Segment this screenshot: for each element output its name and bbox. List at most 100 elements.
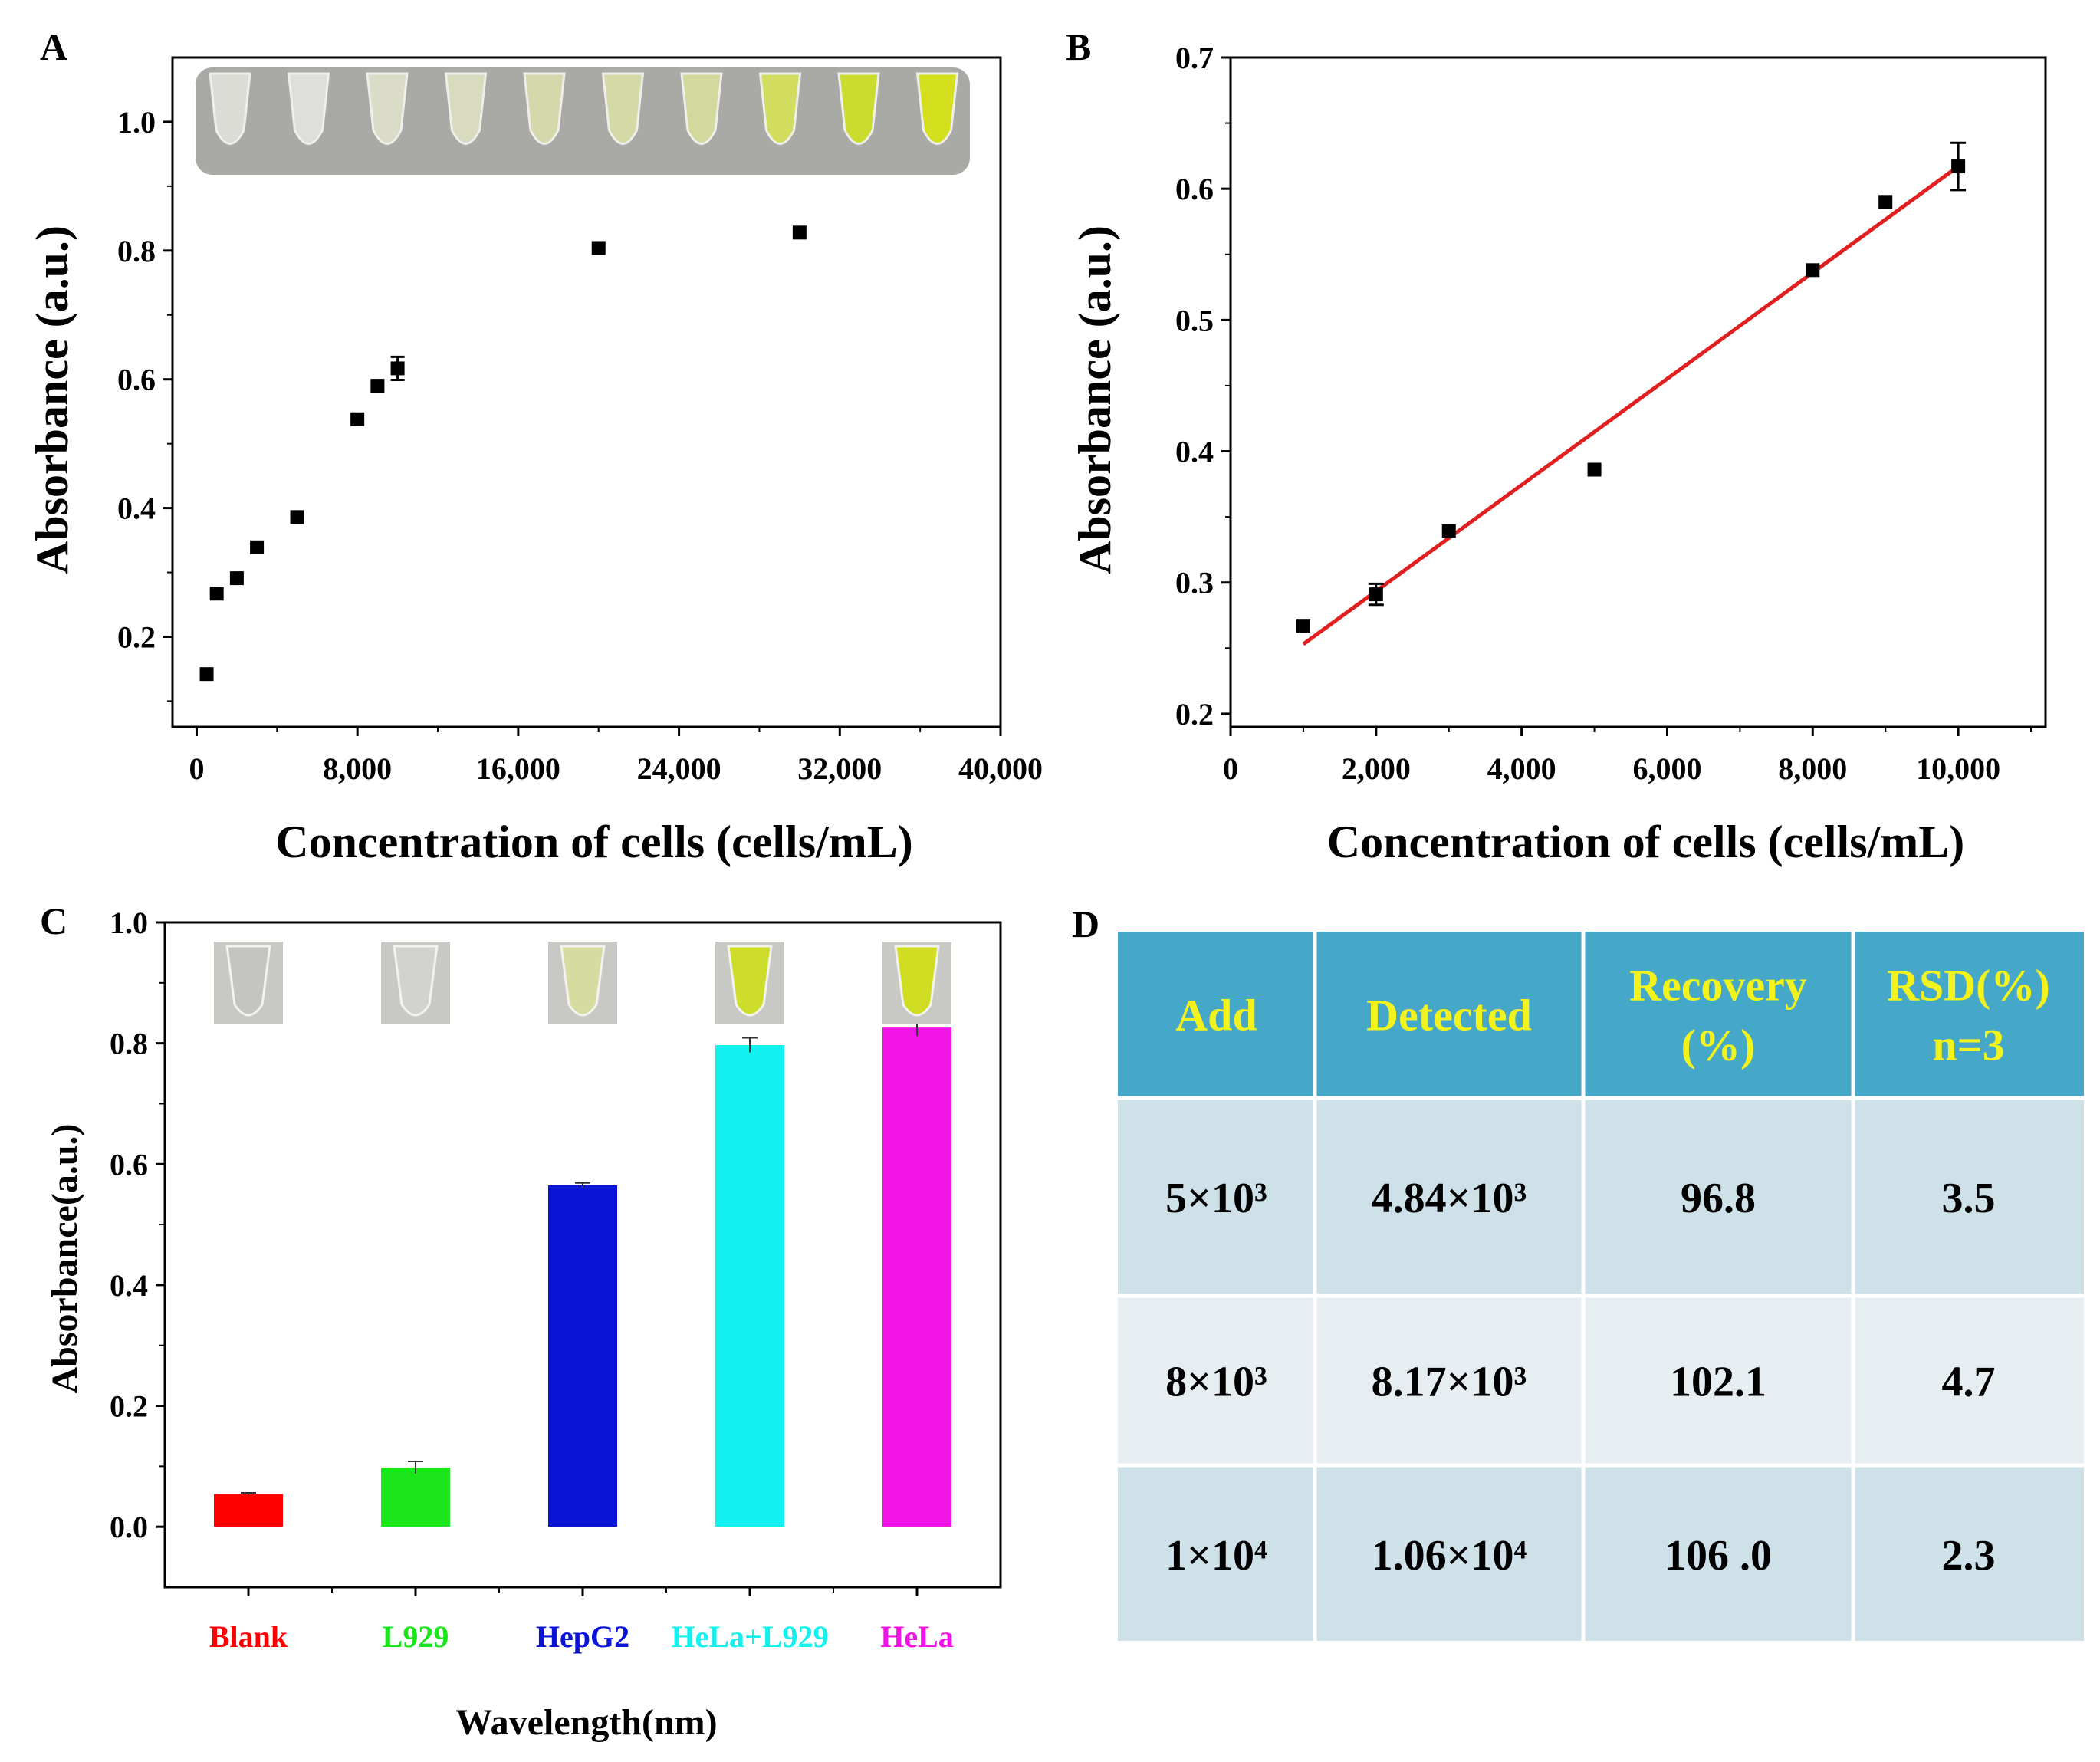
tube-photo [381, 942, 450, 1024]
data-point [199, 667, 214, 682]
table-cell [1118, 1297, 1313, 1464]
table-header-line: (%) [1681, 1021, 1756, 1070]
x-tick-label: 4,000 [1487, 751, 1556, 786]
plot-frame [171, 56, 1002, 728]
y-tick-label: 0.2 [1175, 697, 1214, 731]
tube-photo-tube [727, 945, 773, 1017]
x-axis-title: Wavelength(nm) [455, 1702, 717, 1743]
fit-line [1302, 165, 1960, 646]
inset-tube [523, 72, 566, 145]
category-label: Blank [209, 1619, 288, 1654]
x-tick-label: 40,000 [958, 751, 1043, 786]
category-label: HepG2 [536, 1619, 629, 1654]
data-point [1878, 195, 1893, 209]
data-point [370, 379, 385, 393]
bar-hepg2 [548, 1185, 617, 1527]
inset-photo-strip [196, 67, 970, 175]
panel-b: B 0 2,000 4,000 6,000 8,000 10,000 0.2 0.3 0.4 0.5… [1066, 25, 2047, 867]
table-header-cell [1855, 932, 2084, 1096]
x-tick-label: 8,000 [1778, 751, 1847, 786]
panel-label-a: A [40, 25, 67, 68]
table-header-cell [1118, 932, 1313, 1096]
tube-photo [715, 942, 784, 1024]
table-cell-text: 8.17×10³ [1372, 1359, 1527, 1406]
table-cell-text: 8×10³ [1165, 1359, 1267, 1406]
panel-d: D Add Detected Recovery (%) RSD(%) n=3 5×10³ 4.8… [1072, 902, 2084, 1641]
table-header-text: RSD(%) n=3 [1887, 961, 2050, 1070]
y-tick-label: 0.0 [110, 1510, 148, 1544]
inset-tube [444, 72, 488, 145]
tube-photo-tube [393, 945, 439, 1017]
table-cell [1585, 1467, 1852, 1641]
x-axis-title: Concentration of cells (cells/mL) [1327, 817, 1964, 867]
inset-tube [287, 72, 330, 145]
table-cell [1316, 1297, 1582, 1464]
inset-tube [209, 72, 251, 145]
x-tick-label: 0 [189, 751, 204, 786]
x-tick-label: 16,000 [476, 751, 560, 786]
table-header-cell [1585, 932, 1852, 1096]
x-tick-label: 6,000 [1632, 751, 1701, 786]
table-cell [1118, 1467, 1313, 1641]
inset-tube [758, 72, 802, 145]
data-point [1369, 587, 1383, 602]
data-point [350, 412, 365, 426]
x-axis-title: Concentration of cells (cells/mL) [275, 817, 912, 867]
y-tick-label: 1.0 [110, 906, 148, 940]
panel-label-c: C [40, 899, 67, 942]
table-cell-text: 96.8 [1681, 1175, 1756, 1222]
table-cell-text: 4.7 [1942, 1359, 1996, 1406]
table-header-line: n=3 [1932, 1021, 2004, 1070]
data-point [229, 571, 244, 586]
inset-tube [680, 72, 723, 145]
table-cell [1316, 1100, 1582, 1294]
x-tick-label: 8,000 [323, 751, 392, 786]
table-header-text: Recovery (%) [1629, 961, 1807, 1070]
x-tick-label: 32,000 [797, 751, 882, 786]
bar-blank [214, 1494, 283, 1527]
table-cell [1585, 1297, 1852, 1464]
inset-tube [915, 72, 959, 145]
table-cell [1585, 1100, 1852, 1294]
bar-hela-l929 [715, 1045, 784, 1527]
table-cell [1118, 1100, 1313, 1294]
table-cell-text: 1×10⁴ [1165, 1532, 1267, 1580]
y-tick-label: 0.7 [1175, 41, 1214, 75]
x-tick-label: 2,000 [1342, 751, 1411, 786]
data-point [290, 510, 304, 524]
category-label: HeLa [880, 1619, 954, 1654]
data-point [1806, 263, 1820, 278]
table-cell [1855, 1467, 2084, 1641]
bar-l929 [381, 1467, 450, 1527]
table-cell-text: 5×10³ [1165, 1175, 1267, 1222]
table-cell [1855, 1297, 2084, 1464]
y-tick-label: 0.3 [1175, 566, 1214, 600]
y-axis-title: Absorbance(a.u.) [44, 1123, 85, 1393]
data-point [1296, 619, 1310, 633]
table-cell-text: 4.84×10³ [1372, 1175, 1527, 1222]
y-tick-label: 0.4 [117, 491, 156, 526]
table-cell-text: 106 .0 [1665, 1532, 1772, 1580]
tube-photo [882, 942, 951, 1024]
data-point [209, 587, 224, 601]
data-point [1951, 159, 1966, 174]
category-label: L929 [383, 1619, 449, 1654]
panel-a: A 0 8,000 16,000 24,000 32,000 40,000 0.2 0.4 0.6… [27, 25, 1043, 867]
x-tick-label: 24,000 [637, 751, 721, 786]
y-tick-label: 0.4 [1175, 435, 1214, 469]
y-tick-label: 0.6 [1175, 172, 1214, 206]
data-point [591, 241, 606, 255]
inset-tube [837, 72, 880, 145]
y-axis-title: Absorbance (a.u.) [27, 225, 77, 574]
y-tick-label: 1.0 [117, 105, 156, 140]
y-tick-label: 0.5 [1175, 303, 1214, 337]
tube-photo [548, 942, 617, 1024]
inset-tube [601, 72, 645, 145]
y-tick-label: 0.4 [110, 1268, 148, 1303]
table-header-line: Add [1175, 991, 1257, 1040]
inset-tube [366, 72, 409, 145]
table-cell-text: 1.06×10⁴ [1372, 1532, 1527, 1580]
y-tick-label: 0.8 [117, 234, 156, 268]
table-header-text: Add [1175, 991, 1257, 1040]
